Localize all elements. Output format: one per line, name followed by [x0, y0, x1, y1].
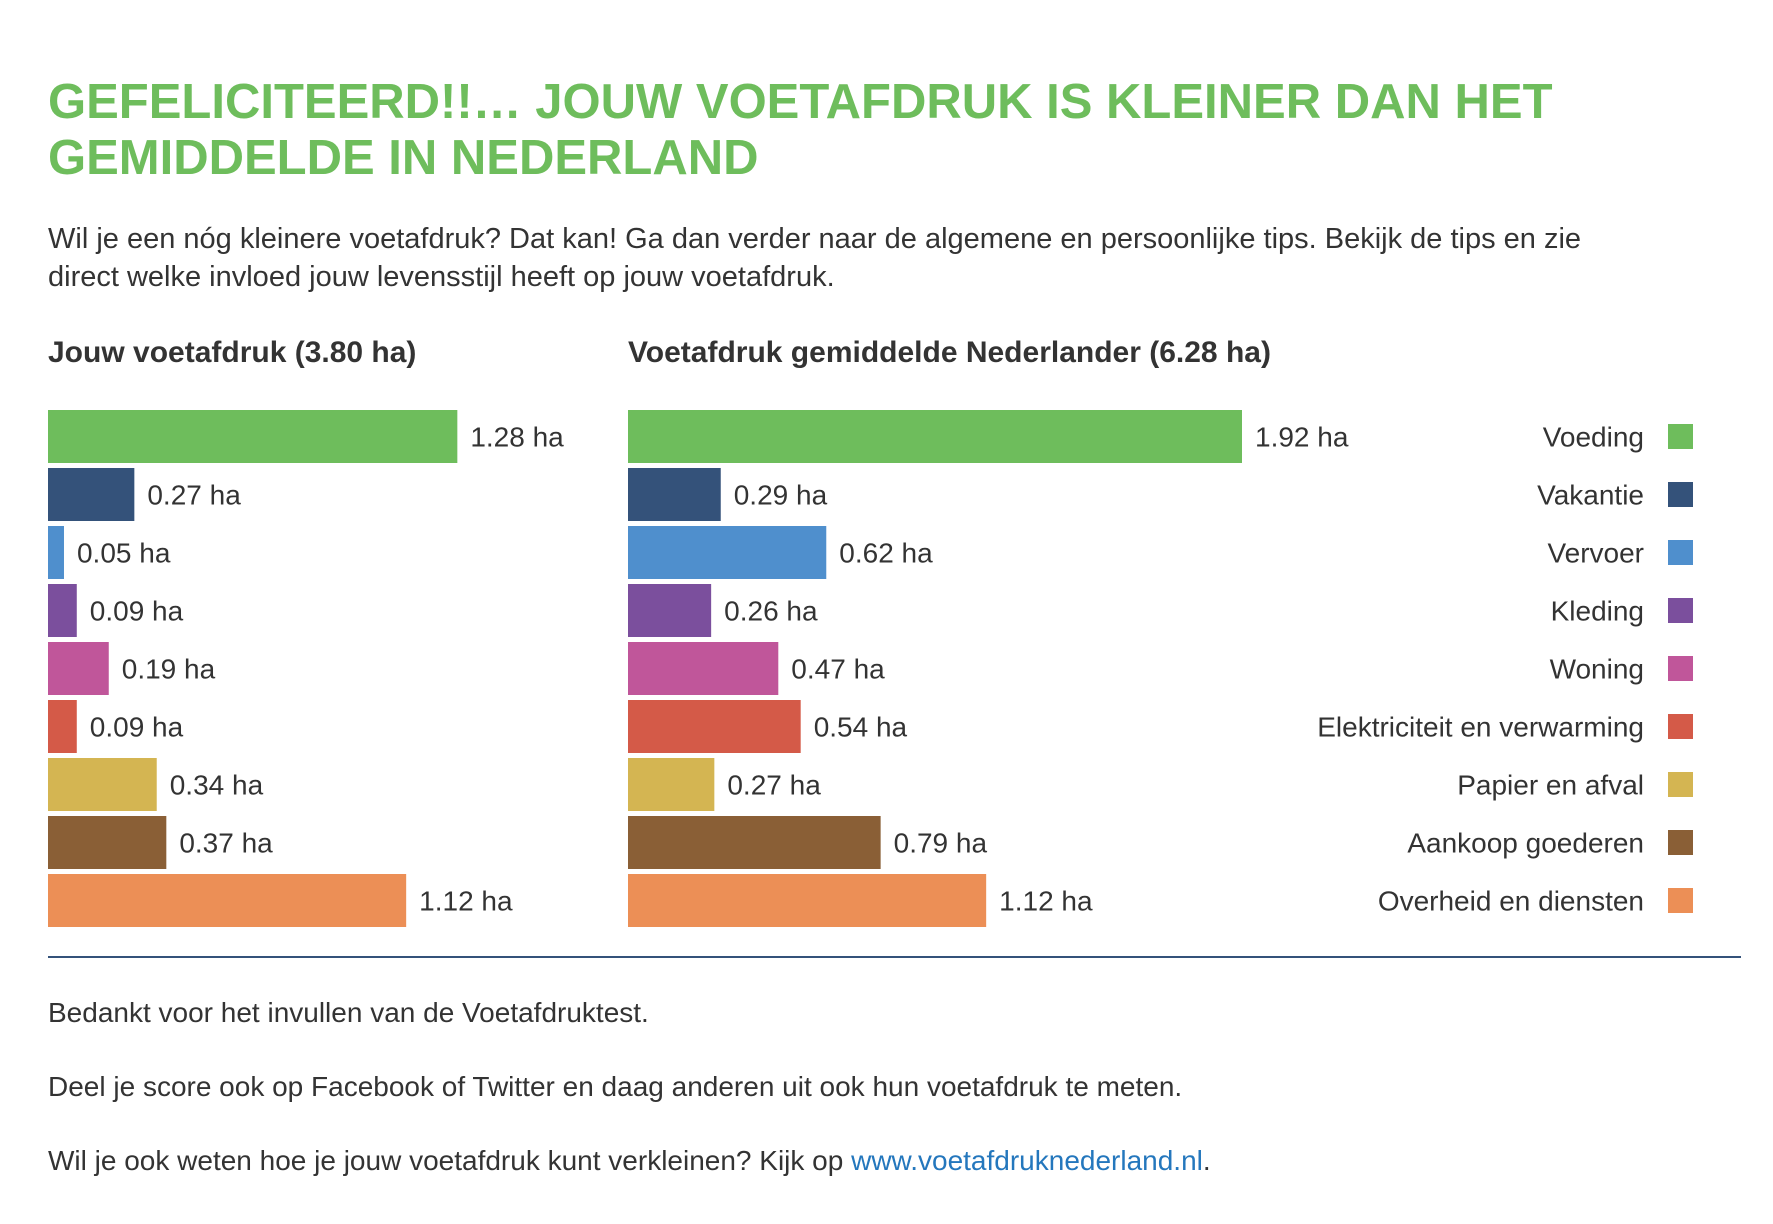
average-value-label-8: 0.79 ha [894, 828, 988, 859]
intro-line-1: Wil je een nóg kleinere voetafdruk? Dat … [48, 223, 1582, 255]
intro-line-2: direct welke invloed jouw levensstijl he… [48, 261, 835, 293]
tips-question-suffix: . [1202, 1145, 1211, 1176]
legend-swatch-5 [1668, 656, 1693, 681]
personal-value-label-4: 0.09 ha [90, 596, 184, 627]
personal-footprint-chart: 1.28 ha 0.27 ha 0.05 ha 0.09 ha 0.19 ha 0.09 … [48, 410, 564, 927]
personal-value-label-8: 0.37 ha [179, 828, 273, 859]
personal-value-label-3: 0.05 ha [77, 538, 171, 569]
legend-swatch-2 [1668, 482, 1693, 507]
average-bar-2 [628, 468, 721, 521]
average-bar-8 [628, 816, 881, 869]
section-divider [48, 956, 1741, 958]
personal-value-label-1: 1.28 ha [470, 422, 564, 453]
average-bar-1 [628, 410, 1242, 463]
legend-swatch-3 [1668, 540, 1693, 565]
personal-value-label-5: 0.19 ha [122, 654, 216, 685]
personal-value-label-2: 0.27 ha [147, 480, 241, 511]
thanks-text: Bedankt voor het invullen van de Voetafd… [48, 997, 649, 1028]
legend-label-6: Elektriciteit en verwarming [1317, 712, 1644, 743]
intro-text: Wil je een nóg kleinere voetafdruk? Dat … [48, 220, 1728, 296]
personal-bar-1 [48, 410, 458, 463]
average-value-label-6: 0.54 ha [814, 712, 908, 743]
personal-value-label-9: 1.12 ha [419, 886, 513, 917]
share-text: Deel je score ook op Facebook of Twitter… [48, 1071, 1183, 1102]
personal-bar-8 [48, 816, 167, 869]
website-link[interactable]: www.voetafdruknederland.nl [851, 1145, 1203, 1176]
legend-label-7: Papier en afval [1457, 770, 1644, 801]
chart-title-average: Voetafdruk gemiddelde Nederlander (6.28 … [628, 336, 1271, 369]
legend-label-2: Vakantie [1537, 480, 1644, 511]
legend-swatch-9 [1668, 888, 1693, 913]
average-value-label-5: 0.47 ha [791, 654, 885, 685]
legend-label-9: Overheid en diensten [1378, 886, 1644, 917]
headline-line-1: GEFELICITEERD!!… JOUW VOETAFDRUK IS KLEI… [48, 75, 1553, 129]
legend-swatch-1 [1668, 424, 1693, 449]
average-bar-4 [628, 584, 712, 637]
headline-line-2: GEMIDDELDE IN NEDERLAND [48, 131, 759, 185]
legend-label-1: Voeding [1543, 422, 1644, 453]
personal-bar-4 [48, 584, 77, 637]
average-bar-5 [628, 642, 779, 695]
personal-value-label-7: 0.34 ha [170, 770, 264, 801]
personal-bar-5 [48, 642, 109, 695]
personal-bar-9 [48, 874, 407, 927]
chart-title-personal: Jouw voetafdruk (3.80 ha) [48, 336, 417, 369]
legend-swatch-8 [1668, 830, 1693, 855]
headline: GEFELICITEERD!!… JOUW VOETAFDRUK IS KLEI… [48, 74, 1708, 186]
average-value-label-7: 0.27 ha [727, 770, 821, 801]
legend-label-3: Vervoer [1548, 538, 1645, 569]
personal-bar-2 [48, 468, 135, 521]
legend-swatch-6 [1668, 714, 1693, 739]
personal-bar-3 [48, 526, 64, 579]
legend-label-8: Aankoop goederen [1407, 828, 1644, 859]
legend-label-4: Kleding [1551, 596, 1644, 627]
average-bar-6 [628, 700, 801, 753]
legend-swatch-4 [1668, 598, 1693, 623]
legend-swatch-7 [1668, 772, 1693, 797]
average-footprint-chart: 1.92 ha 0.29 ha 0.62 ha 0.26 ha 0.47 ha 0.54 … [628, 410, 1693, 927]
personal-bar-7 [48, 758, 157, 811]
legend-label-5: Woning [1550, 654, 1644, 685]
average-value-label-4: 0.26 ha [724, 596, 818, 627]
average-value-label-2: 0.29 ha [734, 480, 828, 511]
average-bar-9 [628, 874, 987, 927]
average-bar-3 [628, 526, 827, 579]
average-value-label-9: 1.12 ha [999, 886, 1093, 917]
average-value-label-1: 1.92 ha [1255, 422, 1349, 453]
average-value-label-3: 0.62 ha [839, 538, 933, 569]
tips-question: Wil je ook weten hoe je jouw voetafdruk … [48, 1144, 1211, 1178]
tips-question-prefix: Wil je ook weten hoe je jouw voetafdruk … [48, 1145, 852, 1176]
average-bar-7 [628, 758, 715, 811]
personal-value-label-6: 0.09 ha [90, 712, 184, 743]
personal-bar-6 [48, 700, 77, 753]
